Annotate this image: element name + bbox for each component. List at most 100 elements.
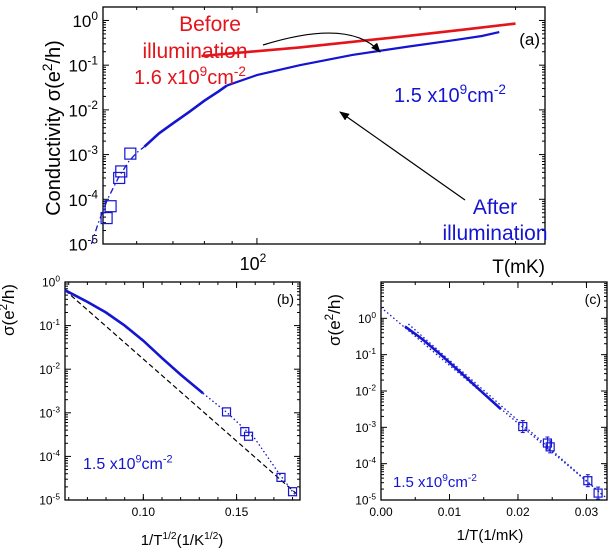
y-tick-label: 10-5	[355, 492, 376, 508]
text-part: 1.5 x10	[83, 456, 136, 473]
data-point	[100, 211, 113, 225]
annotation-density-red: 1.6 x109cm-2	[134, 64, 246, 89]
annotation-after: After	[473, 196, 517, 219]
x-tick-label: 0.02	[506, 505, 530, 519]
plot-frame	[64, 281, 301, 501]
text-part: 0.10	[132, 505, 156, 519]
y-tick-label: 10-3	[69, 143, 99, 165]
text-part: cm	[207, 67, 234, 89]
x-tick-label: 0.00	[369, 505, 393, 519]
y-tick-label: 10-4	[39, 448, 60, 464]
text-part: 10	[42, 276, 56, 290]
text-part: 10	[39, 319, 53, 333]
y-axis-label: σ(e2/h)	[0, 284, 18, 336]
data-point	[124, 147, 137, 160]
text-part: 10	[69, 146, 88, 165]
text-part: -3	[369, 419, 377, 429]
text-part: illumination	[142, 40, 247, 63]
text-part: -3	[53, 404, 61, 414]
text-part: 0	[55, 274, 60, 284]
text-part: -5	[53, 492, 61, 502]
y-tick-label: 100	[42, 274, 60, 290]
x-tick-label: 102	[240, 251, 267, 274]
x-tick-label: 0.01	[438, 505, 462, 519]
text-part: 1.5 x10	[394, 85, 460, 107]
text-part: Conductivity σ(e	[43, 71, 65, 216]
panel-label: (b)	[277, 291, 294, 307]
y-axis-label: Conductivity σ(e2/h)	[40, 40, 65, 216]
annotation-density: 1.5 x109cm-2	[393, 473, 477, 491]
y-tick-label: 10-2	[39, 361, 60, 377]
text-part: -3	[87, 143, 98, 157]
text-part: Before	[179, 13, 241, 36]
text-part: 10	[72, 12, 91, 31]
text-part: 1.6 x10	[134, 67, 200, 89]
text-part: 10	[69, 235, 88, 254]
text-part: 0.00	[369, 505, 393, 519]
text-part: 1/T(1/mK)	[457, 527, 524, 544]
x-tick-label: 0.15	[225, 505, 249, 519]
y-tick-label: 10-4	[69, 188, 99, 210]
text-part: After	[473, 196, 517, 219]
series-line	[407, 323, 605, 497]
text-part: 9	[135, 454, 141, 466]
data-point	[104, 200, 117, 213]
text-part: /h)	[43, 40, 65, 63]
y-tick-label: 10-3	[355, 419, 376, 435]
text-part: (a)	[519, 30, 540, 49]
text-part: 10	[355, 421, 369, 435]
text-part: 0.02	[506, 505, 530, 519]
text-part: -4	[369, 455, 377, 465]
text-part: 10	[355, 385, 369, 399]
text-part: T(mK)	[492, 257, 545, 278]
text-part: 9	[442, 473, 448, 484]
y-tick-label: 10-2	[355, 383, 376, 399]
text-part: cm	[142, 456, 163, 473]
series-line	[202, 392, 297, 497]
y-tick-label: 100	[358, 310, 376, 326]
y-tick-label: 10-5	[69, 232, 99, 254]
text-part: 1/T	[141, 532, 163, 549]
series-line	[90, 146, 145, 245]
series-line	[143, 84, 228, 148]
annotation-density-blue: 1.5 x109cm-2	[394, 82, 506, 107]
x-tick-label: 0.03	[575, 505, 599, 519]
text-part: 10	[39, 406, 53, 420]
plot-frame	[380, 281, 608, 501]
x-axis-label: T(mK)	[492, 257, 545, 278]
y-tick-label: 10-1	[355, 346, 376, 362]
text-part: 10	[39, 494, 53, 508]
x-axis-label: 1/T1/2(1/K1/2)	[141, 531, 224, 549]
annotation-before: illumination	[142, 40, 247, 63]
text-part: -1	[53, 317, 61, 327]
text-part: 0.01	[438, 505, 462, 519]
arrow-before	[262, 32, 381, 53]
text-part: -2	[494, 82, 506, 97]
text-part: 10	[69, 191, 88, 210]
text-part: 1.5 x10	[393, 474, 442, 491]
annotation-after: illumination	[442, 222, 547, 245]
y-tick-label: 10-1	[69, 53, 99, 75]
data-point	[276, 472, 286, 482]
text-part: -2	[163, 454, 173, 466]
series-line	[404, 325, 502, 410]
y-tick-label: 100	[72, 9, 98, 31]
text-part: -2	[53, 361, 61, 371]
text-part: -2	[234, 64, 246, 79]
text-part: 2	[0, 304, 10, 310]
series-line	[380, 306, 608, 499]
text-part: 1/2	[204, 531, 218, 542]
text-part: 10	[69, 57, 88, 76]
x-axis-label: 1/T(1/mK)	[457, 527, 524, 544]
text-part: 9	[200, 64, 208, 79]
y-axis-label: σ(e2/h)	[324, 294, 344, 346]
text-part: 10	[39, 450, 53, 464]
text-part: cm	[467, 85, 494, 107]
text-part: 0	[91, 9, 98, 23]
text-part: 0.15	[225, 505, 249, 519]
arrow-after	[339, 111, 466, 201]
series-line	[201, 22, 516, 58]
text-part: -5	[369, 492, 377, 502]
text-part: 2	[260, 251, 267, 265]
